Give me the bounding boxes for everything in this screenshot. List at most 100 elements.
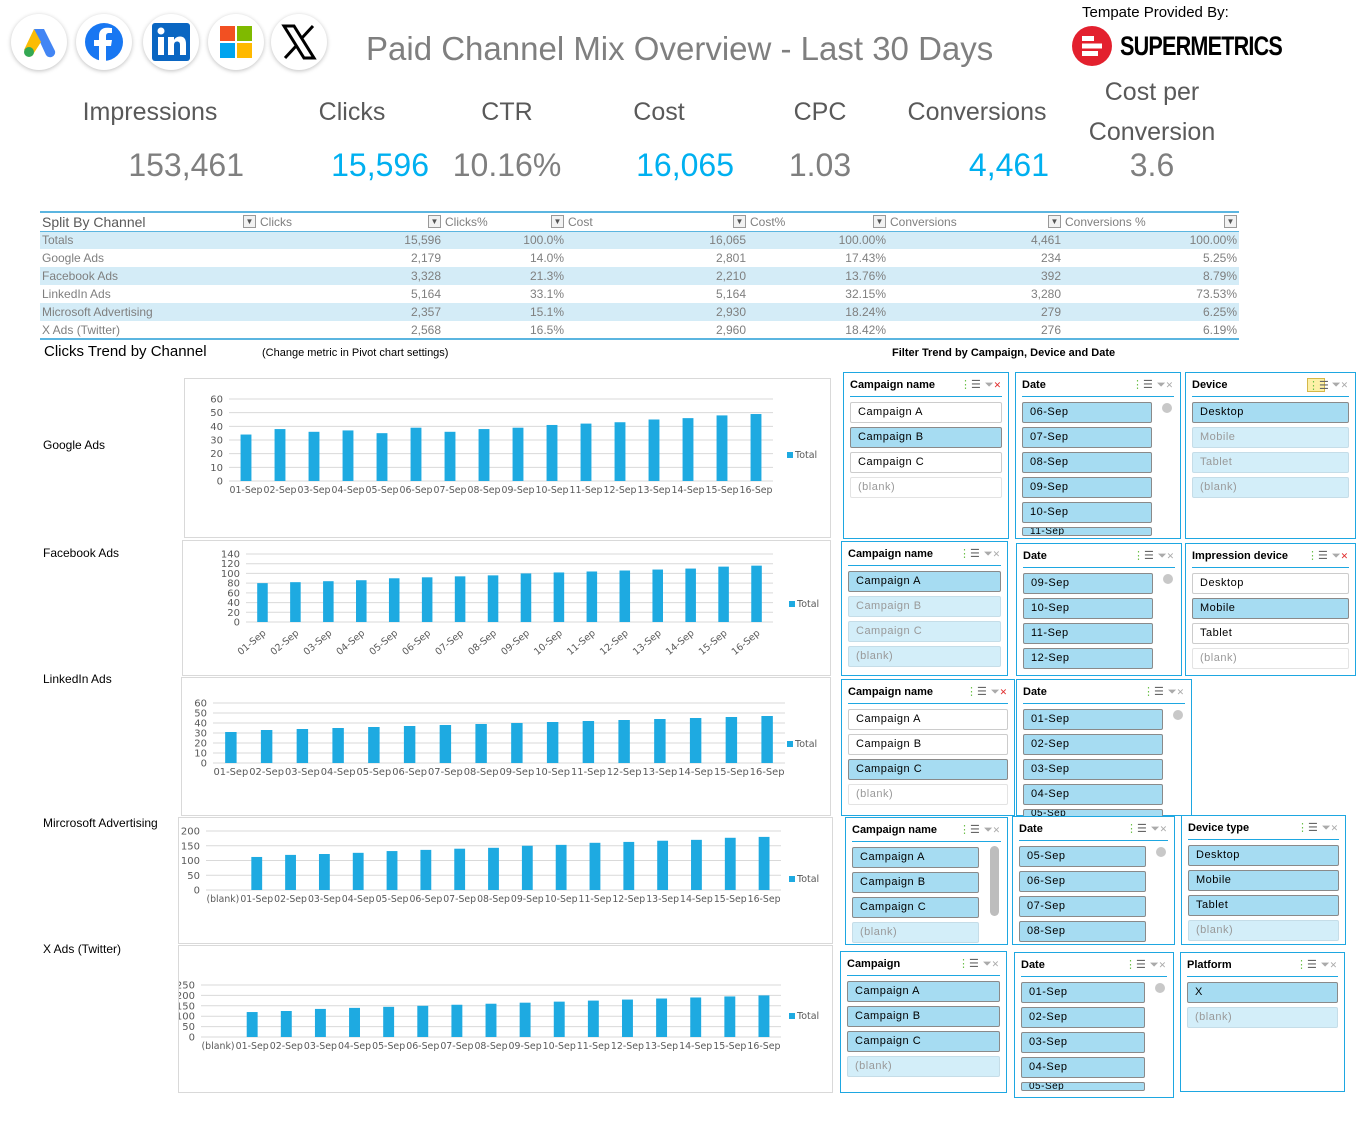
multi-select-icon[interactable]: ⋮☰ (1297, 821, 1318, 834)
bar[interactable] (546, 424, 558, 481)
bar[interactable] (758, 836, 770, 890)
multi-select-icon[interactable]: ⋮☰ (966, 685, 987, 698)
slicer-item[interactable]: Campaign C (852, 897, 979, 918)
slicer-item[interactable]: 12-Sep (1023, 648, 1153, 669)
bar[interactable] (725, 717, 738, 763)
bar[interactable] (685, 568, 696, 622)
bar[interactable] (622, 999, 633, 1037)
slicer-item[interactable]: (blank) (1192, 648, 1349, 669)
slicer-item[interactable]: (blank) (852, 922, 979, 943)
bar[interactable] (619, 570, 631, 622)
slicer-item[interactable]: (blank) (850, 477, 1002, 498)
slicer-item[interactable]: 11-Sep (1023, 623, 1153, 644)
bar[interactable] (388, 578, 400, 622)
bar[interactable] (225, 732, 237, 763)
slicer-item[interactable]: Campaign C (847, 1031, 1000, 1052)
bar[interactable] (240, 434, 252, 481)
slicer-item[interactable]: Campaign A (850, 402, 1002, 423)
bar[interactable] (682, 418, 694, 481)
clear-filter-icon[interactable]: ⏷✕ (1167, 685, 1185, 698)
column-header[interactable]: Cost% ▼ (748, 212, 888, 232)
bar[interactable] (257, 583, 268, 622)
filter-dropdown-icon[interactable]: ▼ (873, 215, 886, 228)
clear-filter-icon[interactable]: ⏷✕ (1156, 378, 1174, 391)
bar[interactable] (485, 1003, 497, 1037)
bar[interactable] (580, 423, 592, 481)
slicer-item[interactable]: 08-Sep (1022, 452, 1152, 473)
bar[interactable] (308, 431, 320, 481)
slicer-item[interactable]: Campaign B (847, 1006, 1000, 1027)
slicer-item[interactable]: 03-Sep (1021, 1032, 1145, 1053)
bar[interactable] (260, 730, 273, 763)
bar[interactable] (444, 431, 456, 481)
bar[interactable] (519, 1002, 531, 1037)
bar[interactable] (512, 427, 524, 481)
bar[interactable] (623, 841, 635, 890)
bar[interactable] (553, 572, 565, 622)
slicer-item[interactable]: 06-Sep (1019, 871, 1146, 892)
slicer-item[interactable]: Campaign B (852, 872, 979, 893)
bar[interactable] (758, 995, 770, 1037)
multi-select-icon[interactable]: ⋮☰ (1132, 378, 1153, 391)
bar[interactable] (553, 1001, 565, 1037)
scrollbar-thumb[interactable] (1163, 574, 1173, 584)
bar[interactable] (478, 429, 490, 481)
slicer-item[interactable]: 04-Sep (1021, 1057, 1145, 1078)
multi-select-icon[interactable]: ⋮☰ (958, 957, 979, 970)
bar[interactable] (251, 856, 263, 890)
bar[interactable] (648, 419, 660, 482)
bar[interactable] (290, 582, 301, 622)
bar[interactable] (349, 1007, 360, 1037)
bar[interactable] (454, 848, 466, 890)
column-header[interactable]: Clicks ▼ (258, 212, 443, 232)
bar[interactable] (352, 852, 364, 890)
clear-filter-icon[interactable]: ⏷✕ (1150, 822, 1168, 835)
bar[interactable] (332, 728, 344, 763)
bar[interactable] (439, 725, 452, 763)
bar[interactable] (652, 569, 663, 622)
clicks-chart-0[interactable]: 0 10 20 30 40 50 60 01-Sep 02-Sep 03-Sep 04-Sep 05-… (184, 378, 831, 538)
column-header[interactable]: Conversions % ▼ (1063, 212, 1239, 232)
slicer-item[interactable]: Tablet (1188, 895, 1339, 916)
slicer-item[interactable]: Campaign A (848, 709, 1008, 730)
filter-dropdown-icon[interactable]: ▼ (551, 215, 564, 228)
column-header[interactable]: Split By Channel ▼ (40, 212, 258, 232)
column-header[interactable]: Cost ▼ (566, 212, 748, 232)
multi-select-icon[interactable]: ⋮☰ (1296, 958, 1317, 971)
slicer-item[interactable]: 05-Sep (1021, 1082, 1145, 1091)
slicer-item[interactable]: Tablet (1192, 623, 1349, 644)
multi-select-icon[interactable]: ⋮☰ (960, 378, 981, 391)
slicer-item[interactable]: 10-Sep (1022, 502, 1152, 523)
bar[interactable] (750, 414, 762, 481)
bar[interactable] (656, 998, 668, 1037)
bar[interactable] (246, 1012, 258, 1037)
scrollbar-thumb[interactable] (1156, 847, 1166, 857)
slicer-item[interactable]: Desktop (1192, 402, 1349, 423)
clear-filter-icon[interactable]: ⏷✕ (984, 378, 1002, 391)
bar[interactable] (475, 724, 487, 763)
bar[interactable] (386, 851, 398, 890)
bar[interactable] (356, 580, 367, 622)
slicer-item[interactable]: Campaign C (848, 621, 1001, 642)
slicer-item[interactable]: 09-Sep (1022, 477, 1152, 498)
bar[interactable] (586, 571, 598, 622)
clear-filter-icon[interactable]: ⏷✕ (982, 957, 1000, 970)
bar[interactable] (487, 575, 499, 622)
bar[interactable] (690, 997, 702, 1037)
bar[interactable] (420, 849, 432, 890)
bar[interactable] (342, 430, 354, 481)
bar[interactable] (724, 837, 736, 890)
filter-dropdown-icon[interactable]: ▼ (428, 215, 441, 228)
slicer-item[interactable]: Campaign C (850, 452, 1002, 473)
clear-filter-icon[interactable]: ⏷✕ (990, 685, 1008, 698)
slicer-item[interactable]: (blank) (848, 784, 1008, 805)
filter-dropdown-icon[interactable]: ▼ (1224, 215, 1237, 228)
scrollbar-thumb[interactable] (1173, 710, 1183, 720)
clicks-chart-3[interactable]: 0 50 100 150 200 (blank) 01-Sep 02-Sep 03-Sep 04-… (178, 817, 833, 944)
bar[interactable] (618, 720, 630, 763)
column-header[interactable]: Clicks% ▼ (443, 212, 566, 232)
slicer-item[interactable]: 02-Sep (1021, 1007, 1145, 1028)
bar[interactable] (314, 1008, 326, 1037)
bar[interactable] (724, 996, 736, 1037)
bar[interactable] (318, 854, 330, 890)
